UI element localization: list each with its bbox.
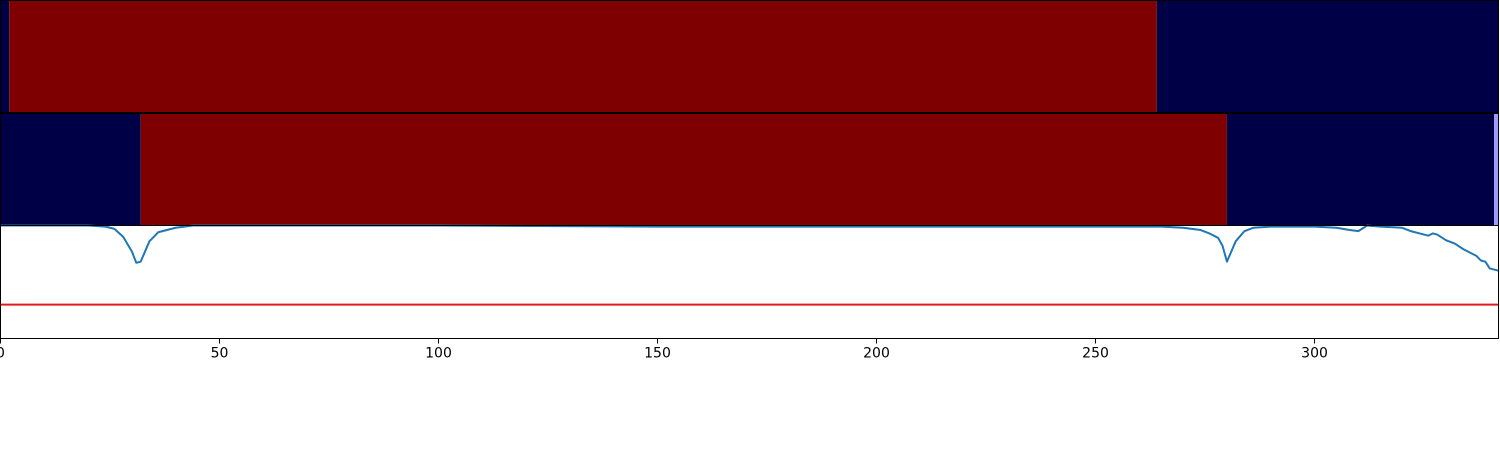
x-tick-label-100: 100 — [425, 346, 452, 362]
track-1-segment-2 — [9, 0, 1157, 113]
panel-frames — [0, 0, 1499, 339]
x-tick-label-150: 150 — [644, 346, 671, 362]
x-axis: 0 50 100 150 200 250 300 — [0, 338, 1328, 362]
track-2-segment-2 — [140, 113, 1227, 226]
track-1-segment-1 — [0, 0, 10, 113]
x-tick-label-0: 0 — [0, 346, 5, 362]
track-2-segment-1 — [0, 113, 141, 226]
track-1-segment-3 — [1156, 0, 1499, 113]
x-tick-label-200: 200 — [863, 346, 890, 362]
score-panel-background — [0, 225, 1499, 339]
x-tick-label-300: 300 — [1301, 346, 1328, 362]
panel-frame-1 — [0, 0, 1499, 113]
state-track-1 — [0, 0, 1499, 113]
panel-frame-3 — [0, 225, 1499, 339]
state-track-2 — [0, 113, 1499, 226]
x-tick-label-50: 50 — [211, 346, 229, 362]
track-2-segment-4 — [1494, 113, 1499, 226]
track-2-segment-3 — [1226, 113, 1495, 226]
score-panel — [0, 224, 1499, 339]
score-series-line — [0, 224, 1499, 272]
x-tick-label-250: 250 — [1082, 346, 1109, 362]
